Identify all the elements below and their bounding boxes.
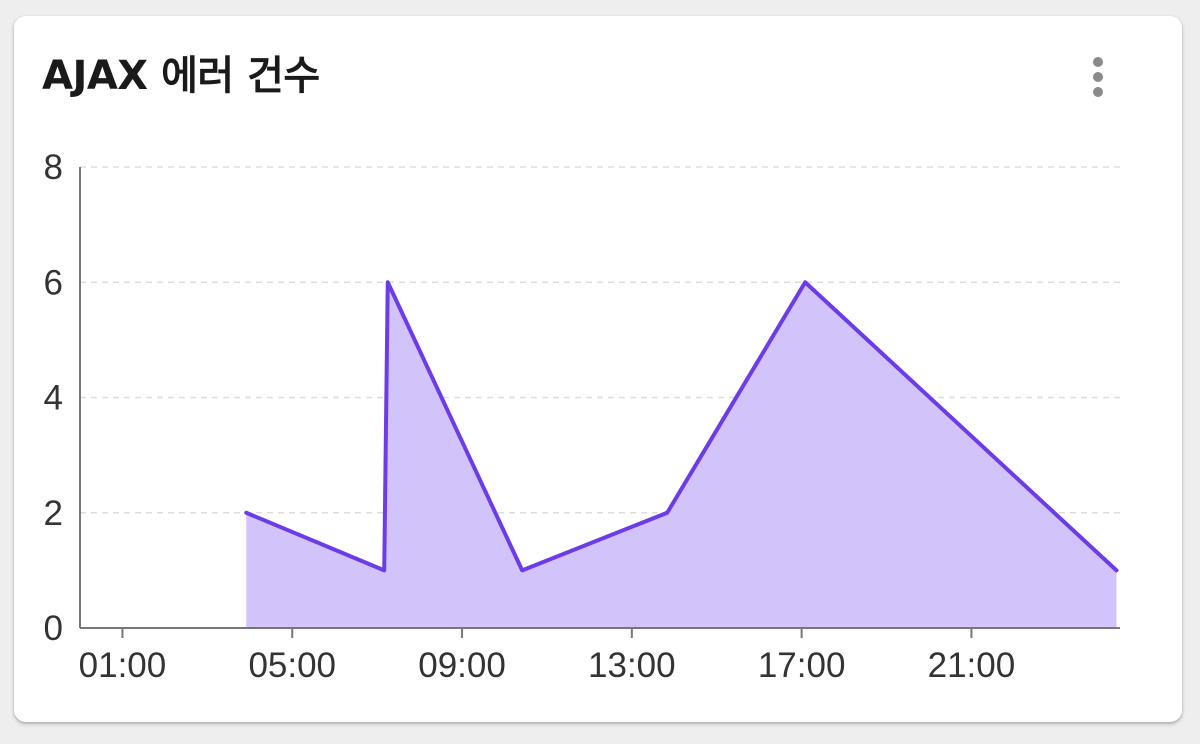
x-tick-label: 05:00 xyxy=(248,646,336,685)
x-tick-label: 01:00 xyxy=(79,646,167,685)
x-tick-label: 13:00 xyxy=(588,646,676,685)
y-tick-label: 2 xyxy=(44,494,63,533)
more-vert-icon[interactable] xyxy=(1078,52,1118,104)
y-tick-label: 6 xyxy=(44,263,63,302)
y-tick-label: 8 xyxy=(44,148,63,187)
axes xyxy=(79,167,1120,638)
x-tick-label: 09:00 xyxy=(418,646,506,685)
grid-lines xyxy=(80,166,1120,514)
x-tick-label: 21:00 xyxy=(928,646,1016,685)
series-area xyxy=(246,282,1117,628)
y-tick-label: 4 xyxy=(44,379,63,418)
x-tick-label: 17:00 xyxy=(758,646,846,685)
y-tick-label: 0 xyxy=(44,609,63,648)
card-title: AJAX 에러 건수 xyxy=(42,53,320,99)
area-layer xyxy=(244,280,1119,628)
tick-labels: 0 2 4 6 8 01:00 05:00 09:00 13:00 17:00 21:00 xyxy=(44,148,1016,685)
